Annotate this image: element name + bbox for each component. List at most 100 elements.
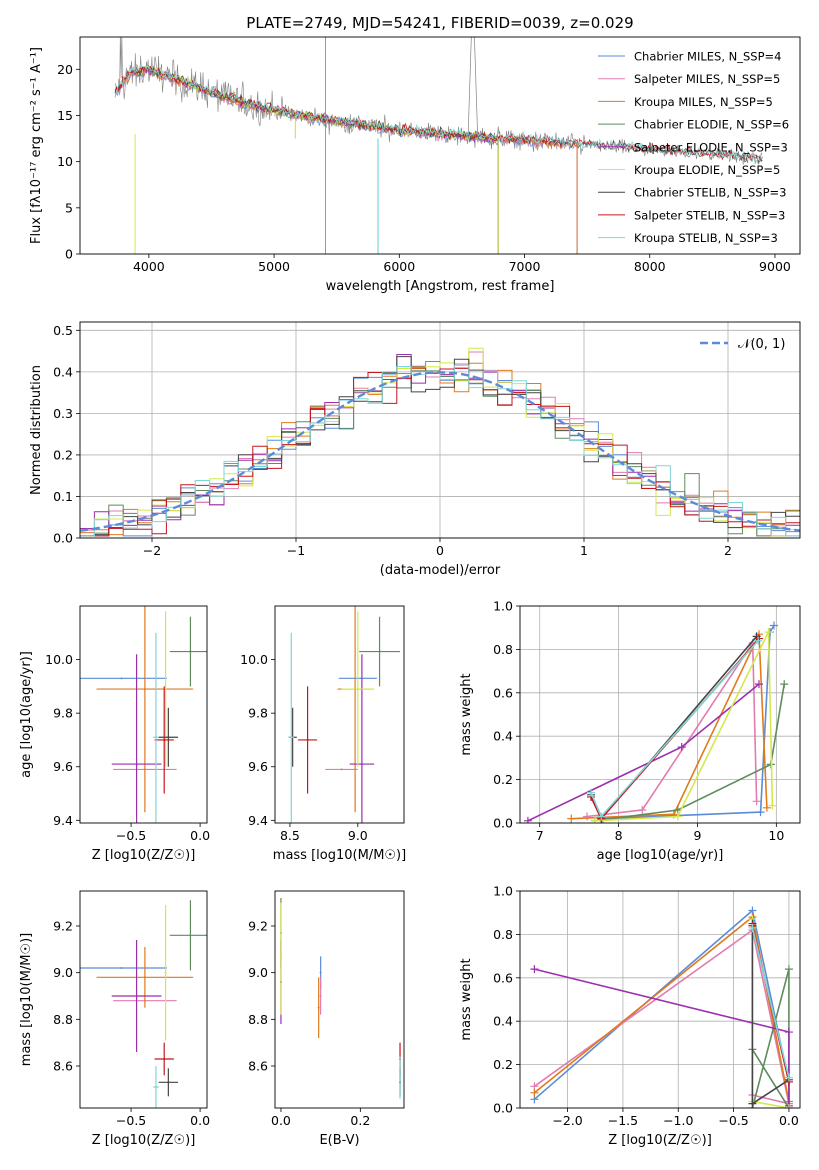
data-point [189, 934, 192, 937]
y-tick-label: 9.0 [248, 965, 268, 980]
y-tick-label: 1.0 [493, 884, 513, 899]
weight-line [590, 637, 760, 821]
y-tick-label: 9.6 [53, 759, 73, 774]
age_vs_mass-chart: 8.5 9.0 9.4 9.6 9.8 10.0 mass [log10(M/M☉)] [240, 605, 406, 863]
x-tick-label: −1.5 [608, 1113, 638, 1128]
legend-label: Salpeter STELIB, N_SSP=3 [634, 208, 785, 222]
weight-marker [597, 812, 606, 821]
x-axis-label: age [log10(age/yr)] [597, 848, 724, 863]
data-point [120, 677, 123, 680]
model-line-kroupa-stelib [114, 64, 763, 163]
y-tick-label: 0.5 [53, 323, 73, 338]
y-tick-label: 9.8 [248, 706, 268, 721]
mass_weight_vs_age-chart: 7 8 9 10 0.0 0.2 0.4 0.6 0.8 1.0 age [log10(age/yr… [459, 599, 801, 863]
data-point [164, 688, 167, 691]
x-axis-label: E(B-V) [319, 1133, 359, 1148]
model-line-salpeter-stelib [114, 65, 763, 162]
weight-marker [780, 680, 789, 689]
weight-marker [586, 788, 595, 797]
mass_vs_Z-chart: −0.5 0.0 8.6 8.8 9.0 9.2 Z [log10(Z/Z☉)] mass [… [19, 890, 210, 1148]
age_vs_Z-chart: −0.5 0.0 9.4 9.6 9.8 10.0 Z [log10(Z/Z☉)] age [… [19, 605, 210, 863]
plot-area [114, 37, 763, 254]
x-tick-label: 9.0 [348, 828, 368, 843]
x-tick-label: 9 [693, 828, 701, 843]
x-tick-label: 7000 [509, 259, 541, 274]
y-tick-label: 8.8 [53, 1012, 73, 1027]
x-tick-label: 5000 [258, 259, 290, 274]
data-point [154, 736, 157, 739]
weight-marker [752, 797, 761, 806]
x-tick-label: 0 [436, 543, 444, 558]
x-tick-label: −2.0 [552, 1113, 582, 1128]
x-tick-label: 2 [724, 543, 732, 558]
y-tick-label: 8.8 [248, 1012, 268, 1027]
weight-marker [754, 636, 763, 645]
x-tick-label: 8000 [634, 259, 666, 274]
weight-marker [590, 816, 599, 823]
mass_vs_EBV-chart: 0.0 0.2 8.6 8.8 9.0 9.2 E(B-V) [248, 890, 405, 1148]
axes-frame [519, 890, 801, 1109]
data-point [164, 971, 167, 974]
weight-marker [583, 812, 592, 821]
plot-area [288, 606, 400, 823]
y-tick-label: 0.0 [493, 1101, 513, 1116]
y-tick-label: 0.8 [493, 927, 513, 942]
data-point [290, 736, 293, 739]
x-axis-label: mass [log10(M/M☉)] [273, 848, 406, 863]
x-tick-label: 8.5 [280, 828, 300, 843]
x-tick-label: 4000 [133, 259, 165, 274]
legend-label: 𝒩(0, 1) [738, 337, 785, 352]
plot-area [80, 606, 207, 823]
x-tick-label: 0.0 [190, 828, 210, 843]
plot-area [279, 898, 402, 1099]
spectrum-chart: 4000 5000 6000 7000 8000 9000 0 5 10 15 20 waveleng… [29, 36, 801, 294]
weight-marker [523, 816, 532, 823]
emission-line [467, 37, 478, 134]
axes-frame [79, 890, 208, 1109]
weight-marker [784, 1073, 793, 1082]
y-axis-label: Flux [fλ10⁻¹⁷ erg cm⁻² s⁻¹ A⁻¹] [29, 47, 44, 244]
legend: Chabrier MILES, N_SSP=4 Salpeter MILES, N… [598, 50, 789, 245]
weight-line [594, 683, 785, 822]
weight-marker [748, 923, 757, 932]
weight-line [533, 915, 790, 1102]
weight-line [527, 683, 760, 822]
data-point [319, 995, 322, 997]
axes: 8.5 9.0 9.4 9.6 9.8 10.0 mass [log10(M/M☉)] [240, 605, 406, 863]
x-tick-label: −0.5 [116, 828, 146, 843]
data-point [340, 768, 343, 771]
legend-label: Chabrier MILES, N_SSP=4 [634, 50, 781, 64]
weight-line [751, 927, 790, 1078]
data-point [356, 688, 359, 691]
data-point [360, 763, 363, 766]
x-tick-label: 1 [580, 543, 588, 558]
data-point [135, 995, 138, 997]
histogram-salpeter-stelib [80, 367, 800, 537]
axes: −2.0 −1.5 −1.0 −0.5 0.0 0.0 0.2 0.4 0.6 0.8 1.0 Z [… [459, 884, 801, 1148]
weight-marker [748, 1099, 757, 1108]
weight-marker [784, 1028, 793, 1037]
y-axis-label: mass [log10(M/M☉)] [19, 933, 34, 1066]
weight-marker [764, 628, 773, 637]
x-tick-label: 6000 [383, 259, 415, 274]
legend-label: Salpeter ELODIE, N_SSP=3 [634, 140, 788, 154]
data-point [120, 967, 123, 969]
data-point [163, 738, 166, 741]
y-axis-label: mass weight [459, 673, 474, 755]
x-axis-label: (data-model)/error [380, 563, 501, 578]
y-tick-label: 0.8 [493, 642, 513, 657]
y-tick-label: 9.4 [248, 813, 268, 828]
data-point [143, 688, 146, 691]
x-tick-label: 0.0 [779, 1113, 799, 1128]
axes: −2 −1 0 1 2 0.0 0.1 0.2 0.3 0.4 0.5 (data-model)/er… [29, 321, 801, 578]
y-tick-label: 0.2 [493, 772, 513, 787]
y-axis-label: age [log10(age/yr)] [19, 651, 34, 778]
x-axis-label: Z [log10(Z/Z☉)] [608, 1133, 712, 1148]
x-axis-label: wavelength [Angstrom, rest frame] [326, 279, 555, 294]
weight-marker [567, 814, 576, 823]
data-point [163, 1058, 166, 1060]
legend-label: Kroupa MILES, N_SSP=5 [634, 95, 773, 109]
model-line-kroupa-elodie [135, 65, 499, 143]
axes: 7 8 9 10 0.0 0.2 0.4 0.6 0.8 1.0 age [log10(age/yr… [459, 599, 801, 863]
residuals-chart: −2 −1 0 1 2 0.0 0.1 0.2 0.3 0.4 0.5 (data-model)/er… [29, 321, 801, 578]
